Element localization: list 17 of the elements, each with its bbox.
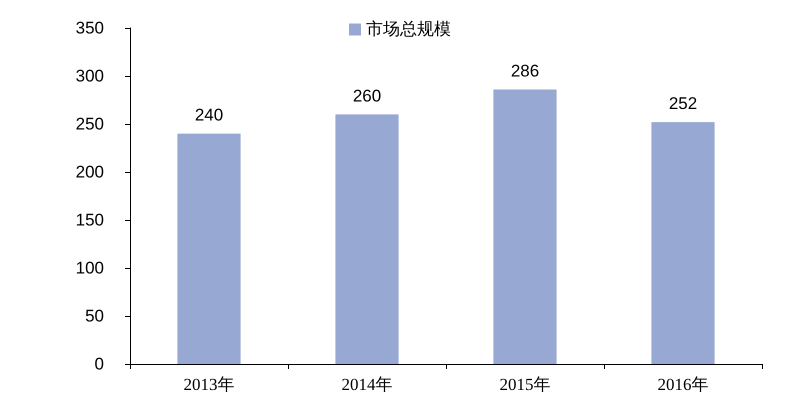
x-tick-label: 2015年 — [500, 375, 550, 394]
y-tick-label: 200 — [76, 162, 104, 182]
x-tick-label: 2013年 — [184, 375, 234, 394]
data-label: 286 — [510, 61, 540, 80]
y-tick-label: 100 — [76, 258, 104, 278]
data-label: 252 — [668, 94, 698, 114]
y-tick-label: 350 — [76, 18, 104, 38]
data-label: 260 — [352, 86, 382, 106]
y-tick-label: 0 — [94, 354, 104, 374]
y-tick-label: 50 — [85, 306, 104, 326]
y-tick-label: 150 — [76, 210, 104, 230]
data-label: 240 — [194, 106, 224, 125]
x-tick-label: 2014年 — [342, 375, 392, 394]
legend-label: 市场总规模 — [366, 20, 451, 40]
y-tick-label: 300 — [76, 66, 104, 86]
y-tick-label: 250 — [76, 114, 104, 134]
x-tick-label: 2016年 — [658, 375, 708, 394]
